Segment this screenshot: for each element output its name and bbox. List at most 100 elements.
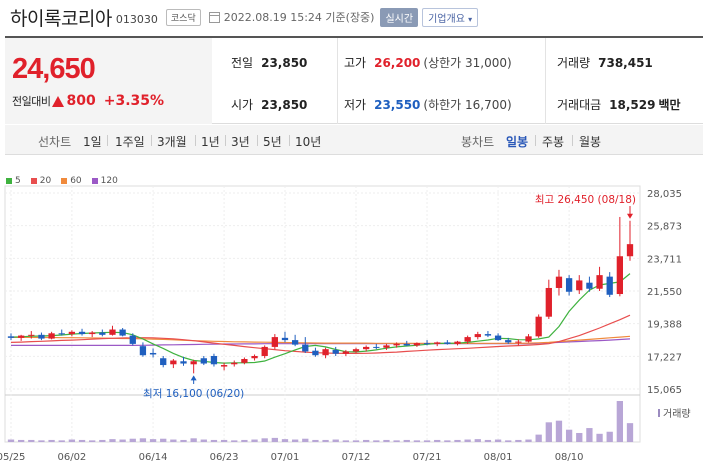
candle-body (210, 355, 218, 365)
volume-bar (220, 439, 228, 442)
candle-body (535, 316, 542, 337)
volume-bar (474, 439, 481, 442)
legend-ma20: 20 (30, 176, 51, 186)
candle-body (220, 365, 228, 367)
realtime-button[interactable]: 실시간 (380, 7, 419, 27)
stock-name: 하이록코리아 (10, 7, 112, 30)
tab-daily[interactable]: 일봉 (506, 135, 529, 149)
volume-bar (28, 439, 35, 442)
legend-label: 60 (70, 176, 82, 186)
volume-bar (78, 439, 86, 442)
x-tick-label: 07/21 (413, 452, 442, 463)
volume-bar (494, 439, 502, 442)
candle-body (596, 275, 603, 289)
chart-legend: 5 20 60 120 (6, 176, 118, 186)
volume-bar (403, 439, 410, 442)
x-tick-label: 07/12 (342, 452, 371, 463)
line-chart-label: 선차트 (38, 135, 72, 149)
corp-info-dropdown[interactable]: 기업개요 ▾ (422, 7, 479, 27)
volume-bar (109, 439, 116, 442)
legend-ma5: 5 (6, 176, 21, 186)
legend-label: 5 (15, 176, 21, 186)
candle-body (302, 344, 309, 352)
x-tick-label: 06/14 (139, 452, 168, 463)
x-tick-label: 06/23 (210, 452, 239, 463)
volume-bar (119, 439, 126, 442)
up-triangle-icon (52, 95, 65, 107)
candle-body (555, 276, 563, 288)
divider (257, 135, 258, 146)
volume-bar (48, 439, 55, 442)
tab-monthly[interactable]: 월봉 (579, 135, 602, 149)
low-annotation: 최저 16,100 (06/20) (143, 388, 244, 400)
candle-body (38, 334, 45, 339)
candle-body (149, 352, 157, 355)
candle-body (576, 280, 583, 291)
divider (535, 135, 536, 146)
tab-1y[interactable]: 1년 (201, 135, 220, 149)
current-price-panel: 24,650 전일대비 800 +3.35% (5, 38, 212, 124)
tab-1w[interactable]: 1주일 (115, 135, 145, 149)
stat-label: 전일 (231, 56, 254, 70)
legend-swatch (61, 178, 68, 184)
legend-ma120: 120 (91, 176, 118, 186)
volume-bar (565, 429, 573, 442)
y-tick-label: 21,550 (647, 287, 682, 298)
volume-bar (586, 428, 593, 442)
stat-low: 저가 23,550 (하한가 16,700) (344, 96, 512, 113)
legend-label: 120 (100, 176, 118, 186)
candle-body (119, 329, 126, 336)
candle-body (505, 340, 512, 343)
stat-label: 거래대금 (557, 98, 602, 112)
candle-body (78, 331, 86, 335)
y-tick-label: 25,873 (647, 222, 682, 233)
volume-bar (545, 422, 552, 442)
candle-body (373, 346, 380, 348)
period-selector: 선차트 1일 1주일 3개월 1년 3년 5년 10년 봉차트 일봉 주봉 월봉 (5, 125, 703, 155)
volume-bar (444, 440, 451, 442)
candle-body (251, 355, 258, 359)
candle-body (241, 359, 248, 363)
change-label: 전일대비 (12, 95, 51, 108)
volume-bar (149, 439, 157, 442)
current-price: 24,650 (12, 53, 96, 85)
volume-bar (139, 438, 147, 442)
candle-body (271, 337, 278, 347)
tab-5y[interactable]: 5년 (263, 135, 282, 149)
legend-swatch (91, 178, 98, 184)
candle-body (139, 346, 147, 356)
divider (545, 38, 546, 124)
stat-high: 고가 26,200 (상한가 31,000) (344, 54, 512, 71)
legend-swatch (30, 178, 37, 184)
stock-code: 013030 (115, 12, 158, 26)
tab-1d[interactable]: 1일 (83, 135, 102, 149)
tab-weekly[interactable]: 주봉 (542, 135, 565, 149)
volume-bar (342, 440, 350, 442)
candle-body (190, 361, 197, 365)
candle-body (281, 337, 289, 341)
tab-10y[interactable]: 10년 (295, 135, 322, 149)
candle-body (515, 341, 522, 343)
volume-bar (7, 439, 15, 442)
volume-bar (454, 439, 461, 442)
stat-label: 시가 (231, 98, 254, 112)
tab-3y[interactable]: 3년 (231, 135, 250, 149)
volume-bar (352, 440, 360, 442)
candle-body (129, 335, 136, 344)
corp-info-label: 기업개요 (428, 13, 465, 25)
legend-swatch (6, 178, 12, 184)
candle-body (413, 343, 421, 346)
volume-bar (190, 438, 197, 442)
candle-body (28, 334, 35, 336)
candle-body (58, 333, 65, 335)
stat-value: 23,550 (374, 98, 421, 112)
x-tick-label: 08/01 (484, 452, 513, 463)
candle-body (484, 334, 492, 336)
volume-bar (332, 439, 339, 442)
volume-bar (535, 434, 542, 442)
volume-bar (231, 440, 238, 442)
stat-label: 고가 (344, 56, 367, 70)
volume-bar (413, 440, 421, 442)
tab-3m[interactable]: 3개월 (157, 135, 187, 149)
stock-header: 하이록코리아 013030 코스닥 2022.08.19 15:24 기준(장중… (0, 0, 703, 34)
